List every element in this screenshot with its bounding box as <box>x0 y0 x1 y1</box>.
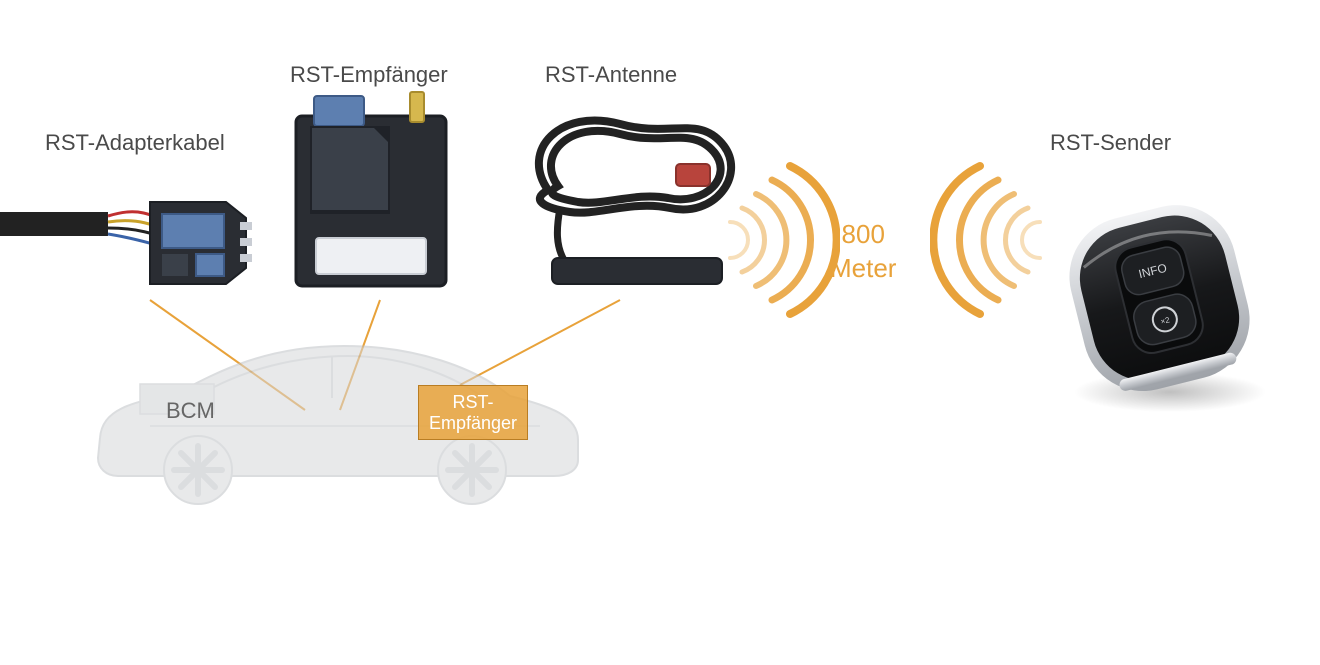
distance-value: 800 <box>842 219 885 249</box>
antenna-label: RST-Antenne <box>545 62 677 88</box>
receiver-module-icon <box>282 90 462 300</box>
receiver-label: RST-Empfänger <box>290 62 448 88</box>
antenna-icon <box>500 90 745 300</box>
signal-waves-left-icon <box>720 160 840 320</box>
car-receiver-badge: RST- Empfänger <box>418 385 528 440</box>
adapter-label: RST-Adapterkabel <box>45 130 225 156</box>
remote-sender-icon: INFO ×2 <box>1030 170 1290 430</box>
bcm-label: BCM <box>166 398 215 424</box>
sender-label: RST-Sender <box>1050 130 1171 156</box>
car-receiver-badge-text: RST- Empfänger <box>429 392 517 433</box>
adapter-cable-icon <box>0 160 270 300</box>
